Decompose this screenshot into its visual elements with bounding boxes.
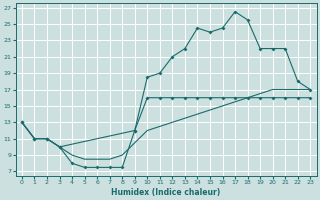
X-axis label: Humidex (Indice chaleur): Humidex (Indice chaleur)	[111, 188, 221, 197]
